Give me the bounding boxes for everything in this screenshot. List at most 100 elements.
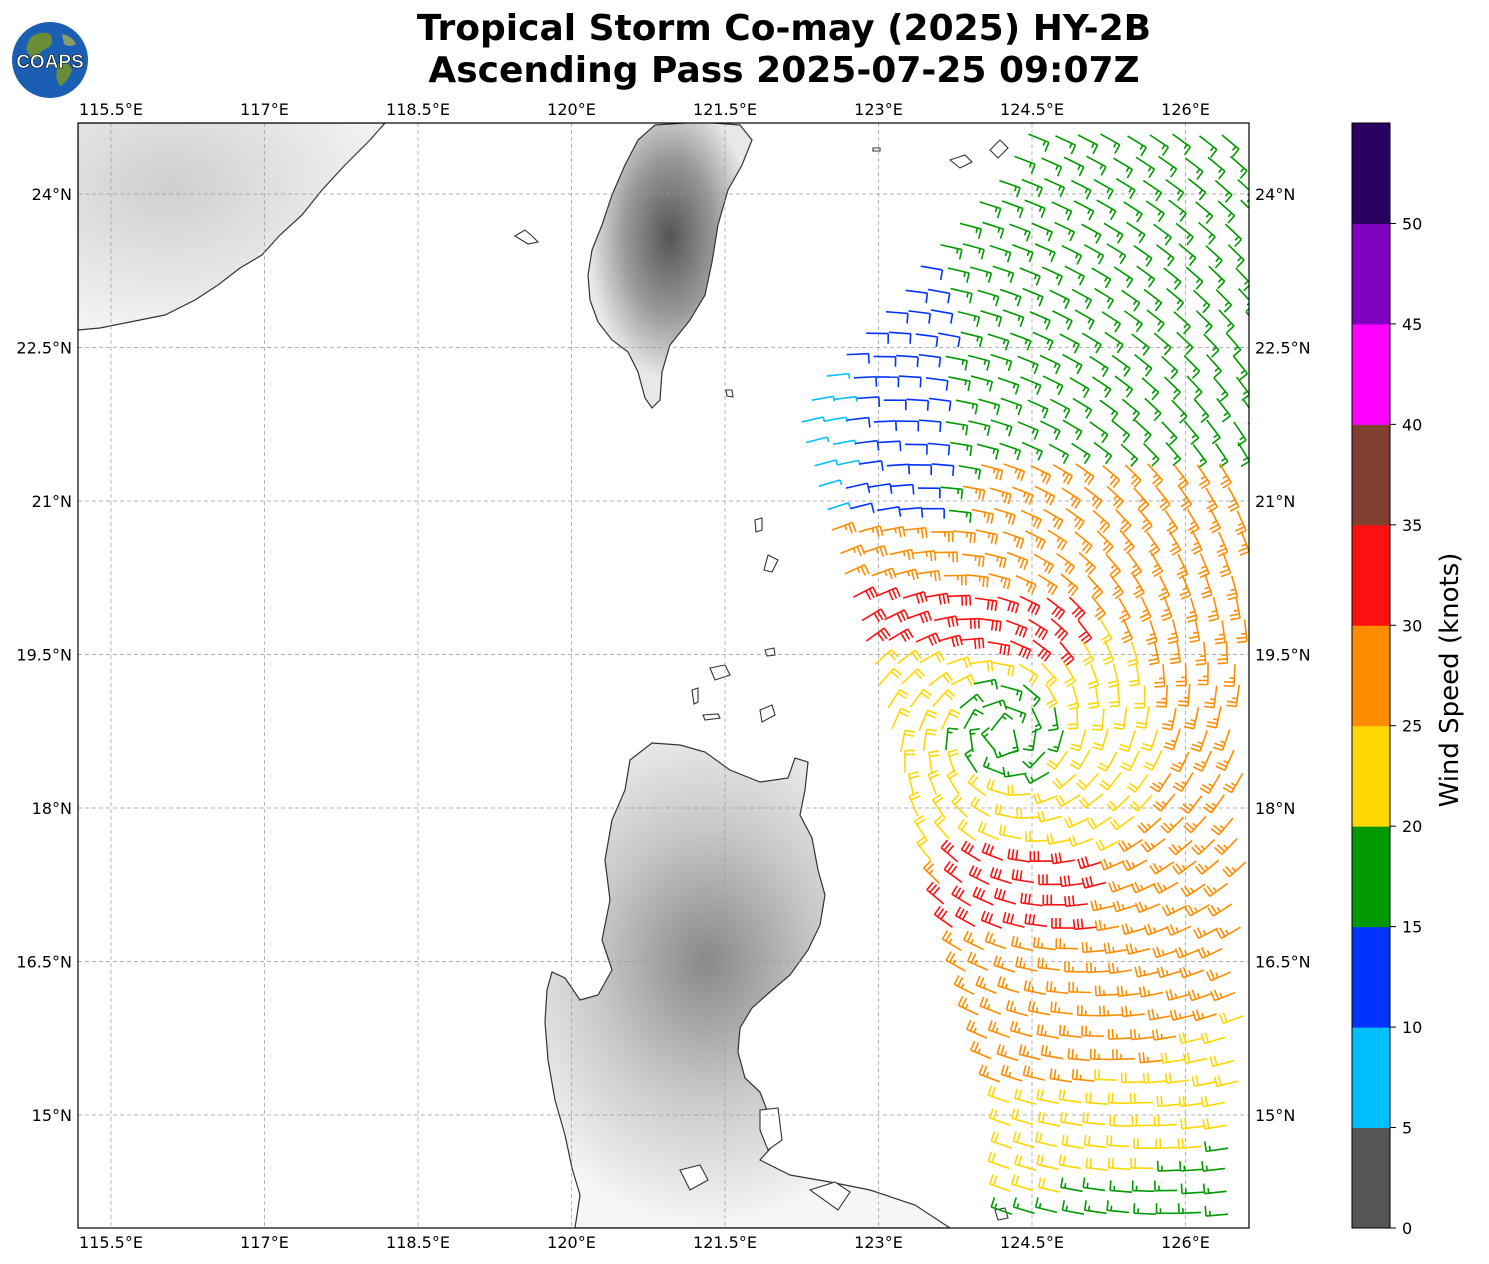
wind-barb — [992, 265, 1015, 283]
wind-barb — [1056, 552, 1076, 575]
wind-barb — [977, 289, 1000, 307]
wind-barb — [1028, 618, 1049, 641]
wind-barb — [1067, 706, 1079, 730]
wind-barb — [878, 440, 902, 452]
wind-barb — [1163, 267, 1182, 291]
wind-barb — [947, 748, 960, 774]
wind-barb — [1192, 443, 1207, 469]
wind-barb — [1118, 838, 1144, 853]
wind-barb — [1052, 464, 1073, 485]
wind-barb — [950, 287, 973, 304]
wind-barb — [1146, 309, 1165, 332]
wind-barb — [1106, 795, 1131, 812]
wind-barb — [946, 769, 960, 795]
wind-barb — [1209, 1055, 1235, 1067]
wind-barb — [887, 688, 909, 709]
wind-barb — [1015, 956, 1038, 972]
wind-barb — [1094, 985, 1119, 997]
wind-barb — [1176, 331, 1194, 356]
wind-barb — [897, 649, 922, 665]
wind-barb — [945, 727, 959, 751]
wind-barb — [933, 814, 950, 840]
wind-barb — [975, 529, 999, 545]
wind-barb — [956, 617, 980, 629]
wind-barb — [978, 398, 1001, 416]
wind-barb — [1141, 377, 1160, 401]
wind-barb — [1109, 683, 1121, 708]
wind-barb — [1031, 222, 1054, 242]
lat-tick-label-left: 16.5°N — [16, 953, 72, 972]
wind-barb — [915, 333, 939, 347]
wind-barb — [1191, 1075, 1217, 1088]
wind-barb — [1238, 530, 1249, 556]
wind-barb — [1160, 596, 1173, 622]
wind-barb — [1135, 156, 1156, 179]
wind-barb — [1186, 509, 1200, 535]
wind-barb — [1168, 530, 1182, 556]
wind-barb — [918, 709, 938, 731]
wind-barb — [1121, 618, 1134, 644]
wind-barb — [1174, 946, 1200, 959]
wind-barb — [903, 526, 928, 539]
wind-barb — [987, 1151, 1010, 1170]
wind-barb — [990, 1197, 1013, 1215]
wind-barb — [1132, 573, 1145, 599]
wind-barb — [1033, 936, 1056, 951]
wind-barb — [1105, 553, 1122, 579]
wind-barb — [1061, 1134, 1085, 1149]
wind-barb — [889, 548, 915, 561]
wind-barb — [948, 376, 971, 392]
wind-barb — [974, 597, 998, 612]
wind-barb — [1169, 640, 1182, 665]
wind-barb — [1179, 574, 1192, 600]
wind-barb — [1200, 573, 1213, 599]
wind-barb — [1154, 1180, 1178, 1192]
wind-barb — [987, 1020, 1010, 1038]
wind-barb — [1161, 707, 1177, 731]
wind-barb — [1085, 1157, 1109, 1171]
wind-barb — [1138, 1052, 1163, 1064]
wind-barb — [1197, 947, 1223, 959]
wind-barb — [1229, 596, 1241, 621]
wind-barb — [1022, 1065, 1046, 1081]
wind-barb — [1215, 288, 1233, 313]
wind-barb — [1010, 935, 1034, 952]
wind-barb — [818, 479, 843, 488]
wind-barb — [987, 333, 1010, 351]
wind-barb — [877, 506, 902, 517]
wind-barb — [853, 586, 879, 600]
wind-barb — [1010, 640, 1032, 660]
wind-barb — [1099, 858, 1125, 871]
wind-barb — [1075, 772, 1100, 791]
colorbar-tick-label: 5 — [1402, 1119, 1412, 1138]
wind-barb — [1152, 946, 1178, 959]
wind-barb — [909, 464, 933, 476]
wind-barb — [805, 436, 830, 444]
lon-tick-label-bottom: 120°E — [547, 1233, 596, 1252]
wind-barb — [1048, 443, 1070, 465]
wind-barb — [994, 803, 1018, 819]
wind-barb — [1168, 199, 1187, 222]
wind-barb — [960, 331, 983, 348]
wind-barb — [873, 420, 898, 431]
wind-barb — [962, 243, 985, 260]
wind-barb — [824, 416, 848, 423]
wind-barb — [1077, 856, 1103, 870]
wind-barb — [1075, 463, 1095, 486]
colorbar-tick-label: 20 — [1402, 817, 1422, 836]
wind-barb — [922, 507, 945, 519]
wind-barb — [1089, 421, 1109, 444]
wind-barb — [1116, 985, 1141, 998]
wind-barb — [1074, 531, 1093, 555]
wind-barb — [992, 748, 1019, 759]
wind-barb — [989, 487, 1012, 505]
wind-barb — [853, 375, 878, 387]
wind-barb — [1146, 531, 1161, 557]
wind-barb — [1188, 618, 1201, 643]
wind-barb — [1029, 311, 1051, 331]
wind-barb — [1048, 707, 1059, 732]
colorbar-tick-label: 45 — [1402, 315, 1422, 334]
lat-tick-label-right: 21°N — [1255, 492, 1295, 511]
wind-barb — [1011, 1174, 1034, 1192]
